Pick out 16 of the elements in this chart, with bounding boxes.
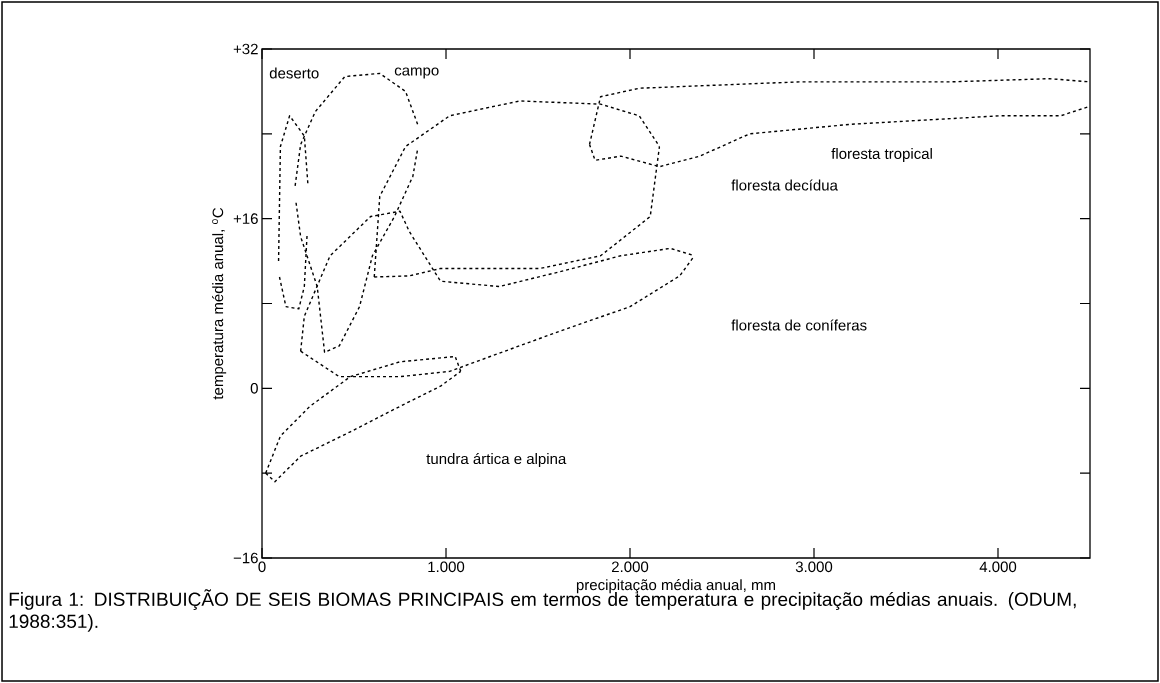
x-tick-label: 1.000: [428, 561, 465, 573]
annotation: floresta tropical: [831, 148, 932, 162]
y-axis-title: temperatura média anual, $^{o}$C: [212, 207, 227, 400]
annotation: tundra ártica e alpina: [426, 452, 567, 468]
x-tick-label: 2.000: [611, 561, 649, 573]
x-tick-label: 4.000: [979, 561, 1017, 573]
x-tick-label: 3.000: [795, 561, 833, 573]
annotation: deserto: [269, 67, 319, 79]
annotation: floresta de coníferas: [731, 319, 867, 331]
y-tick-label: +16: [233, 213, 258, 224]
annotation: floresta decídua: [731, 179, 838, 191]
y-tick-label: −16: [233, 552, 258, 564]
x-tick-label: 0: [258, 561, 266, 573]
y-tick-label: +32: [233, 43, 258, 55]
annotation: campo: [394, 67, 439, 79]
y-tick-label: 0: [250, 383, 258, 394]
